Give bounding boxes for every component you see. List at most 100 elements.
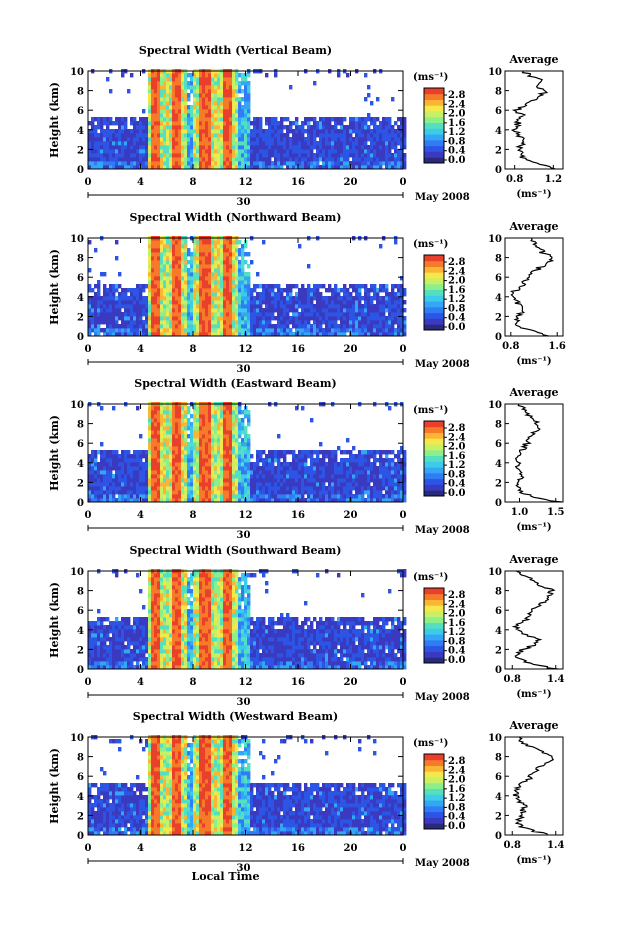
average-y-tick: 2	[495, 145, 502, 156]
colorbar-segment	[424, 260, 444, 267]
panel-2: Spectral Width (Eastward Beam) Height (km…	[48, 377, 564, 541]
y-tick-label: 2	[77, 811, 84, 822]
colorbar-segment	[424, 490, 444, 497]
x-tick-label: 20	[344, 344, 358, 355]
average-frame	[504, 570, 564, 670]
colorbar-tick: 0.8	[448, 802, 465, 813]
y-tick-label: 8	[77, 420, 84, 431]
colorbar-tick: 1.2	[448, 627, 465, 638]
colorbar-segment	[424, 800, 444, 807]
panel-4: Spectral Width (Westward Beam) Height (km…	[48, 710, 564, 874]
colorbar-tick: 0.8	[448, 636, 465, 647]
colorbar-tick: 0.4	[448, 313, 465, 324]
colorbar-segment	[424, 455, 444, 462]
colorbar-segment	[424, 759, 444, 766]
colorbar-tick: 0.8	[448, 136, 465, 147]
colorbar-tick: 0.0	[448, 155, 465, 166]
average-x-tick: 1.4	[547, 840, 564, 851]
colorbar-segment	[424, 266, 444, 273]
colorbar-segment	[424, 467, 444, 474]
colorbar-segment	[424, 622, 444, 629]
colorbar-segment	[424, 444, 444, 451]
x-tick-label: 0	[400, 677, 407, 688]
colorbar-segment	[424, 611, 444, 618]
y-tick-label: 6	[77, 772, 84, 783]
month-label: May 2008	[415, 692, 470, 703]
average-y-tick: 8	[495, 753, 502, 764]
colorbar-tick: 2.0	[448, 442, 465, 453]
average-y-tick: 10	[488, 733, 502, 744]
colorbar-segment	[424, 461, 444, 468]
colorbar-segment	[424, 817, 444, 824]
colorbar-segment	[424, 139, 444, 147]
colorbar-tick: 0.4	[448, 646, 465, 657]
y-tick-label: 0	[77, 165, 84, 176]
panel-title: Spectral Width (Eastward Beam)	[134, 377, 336, 390]
average-title: Average	[508, 53, 558, 66]
colorbar-frame	[423, 420, 445, 497]
colorbar-segment	[424, 639, 444, 647]
colorbar-unit: (ms⁻¹)	[413, 239, 448, 250]
y-tick-label: 10	[70, 234, 84, 245]
x-tick-label: 16	[291, 843, 305, 854]
colorbar-segment	[424, 88, 444, 95]
average-y-tick: 8	[495, 87, 502, 98]
colorbar-tick: 2.4	[448, 266, 465, 277]
y-tick-label: 2	[77, 478, 84, 489]
average-x-tick: 1.0	[511, 507, 528, 518]
colorbar-tick: 0.4	[448, 146, 465, 157]
x-tick-label: 8	[190, 843, 197, 854]
colorbar-segment	[424, 811, 444, 818]
panel-0: Spectral Width (Vertical Beam) Height (km…	[48, 44, 564, 208]
average-y-tick: 10	[488, 567, 502, 578]
colorbar-tick: 0.4	[448, 479, 465, 490]
colorbar-segment	[424, 289, 444, 296]
x-tick-label: 0	[400, 344, 407, 355]
colorbar-segment	[424, 318, 444, 325]
date-label: 30	[237, 697, 251, 708]
colorbar-segment	[424, 278, 444, 285]
x-tick-label: 4	[137, 510, 144, 521]
x-tick-label: 16	[291, 677, 305, 688]
average-y-tick: 4	[495, 792, 502, 803]
x-tick-label: 0	[85, 677, 92, 688]
month-label: May 2008	[415, 858, 470, 869]
y-tick-label: 10	[70, 400, 84, 411]
average-x-unit: (ms⁻¹)	[516, 689, 551, 700]
average-y-tick: 2	[495, 811, 502, 822]
y-tick-label: 8	[77, 254, 84, 265]
colorbar-segment	[424, 472, 444, 480]
y-axis-label: Height (km)	[48, 82, 61, 158]
colorbar-unit: (ms⁻¹)	[413, 572, 448, 583]
colorbar-tick: 1.6	[448, 618, 465, 629]
colorbar-segment	[424, 593, 444, 600]
x-tick-label: 12	[239, 510, 253, 521]
colorbar-frame	[423, 587, 445, 664]
colorbar-segment	[424, 657, 444, 664]
colorbar-segment	[424, 151, 444, 158]
colorbar-tick: 2.8	[448, 756, 465, 767]
panel-3: Spectral Width (Southward Beam) Height (k…	[48, 544, 564, 708]
average-y-tick: 6	[495, 772, 502, 783]
x-tick-label: 12	[239, 177, 253, 188]
colorbar-tick: 0.8	[448, 303, 465, 314]
colorbar-segment	[424, 788, 444, 795]
average-x-tick: 0.8	[504, 674, 521, 685]
average-x-tick: 1.2	[545, 174, 562, 185]
colorbar-tick: 2.0	[448, 775, 465, 786]
x-tick-label: 4	[137, 677, 144, 688]
colorbar-tick: 2.8	[448, 423, 465, 434]
colorbar-tick: 2.4	[448, 765, 465, 776]
colorbar-tick: 0.4	[448, 812, 465, 823]
date-label: 30	[237, 197, 251, 208]
colorbar-tick: 0.0	[448, 821, 465, 832]
average-frame	[504, 403, 564, 503]
average-y-tick: 10	[488, 67, 502, 78]
x-tick-label: 12	[239, 677, 253, 688]
colorbar-segment	[424, 105, 444, 112]
date-label: 30	[237, 530, 251, 541]
average-y-tick: 10	[488, 234, 502, 245]
average-x-tick: 1.4	[547, 674, 564, 685]
colorbar-segment	[424, 306, 444, 314]
